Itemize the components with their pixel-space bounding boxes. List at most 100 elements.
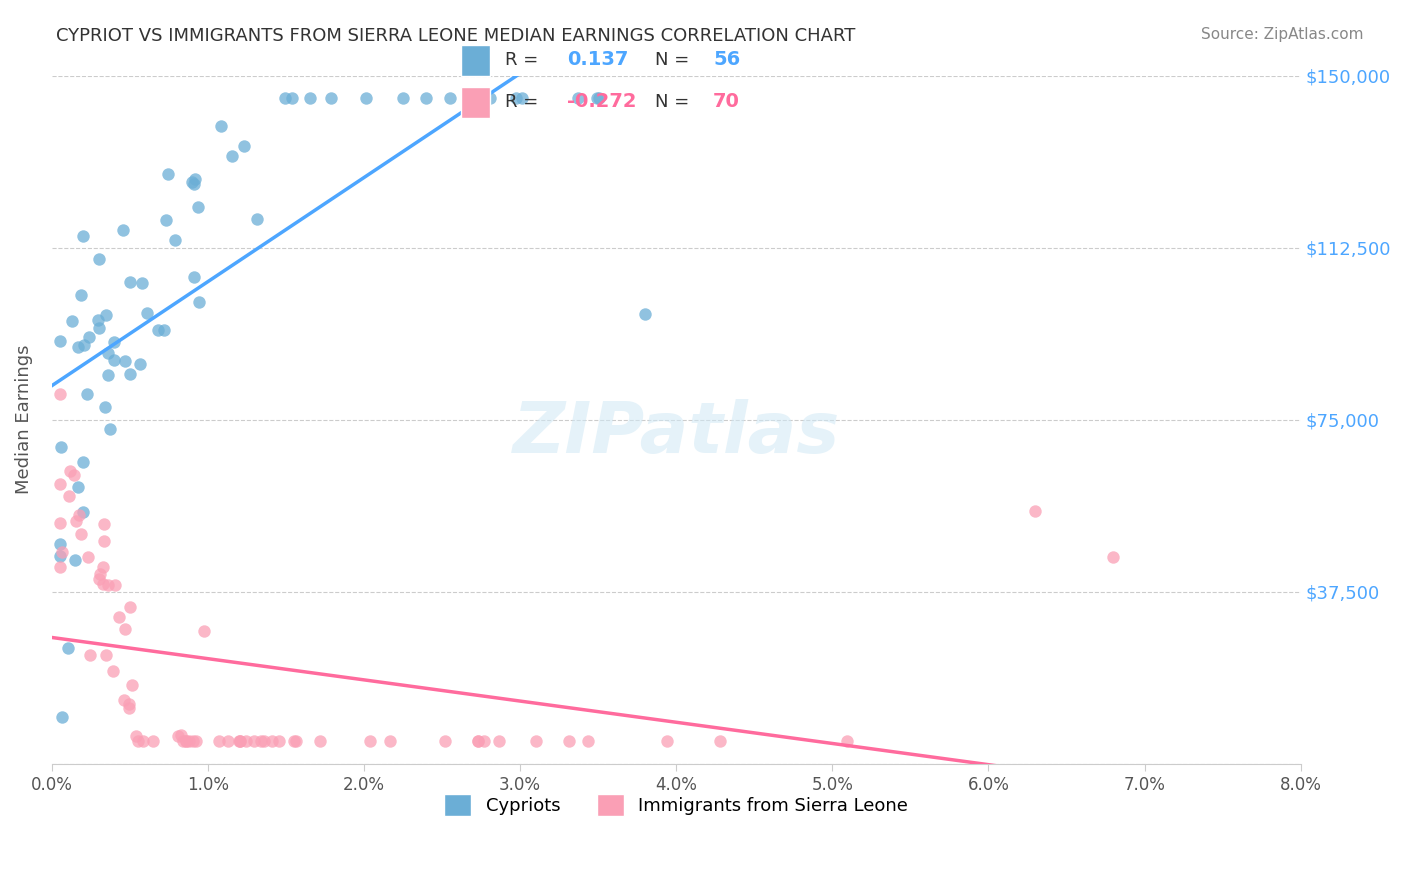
Point: [118, 367, 141, 381]
Point: [183, 269, 205, 284]
Point: [48, 386, 70, 401]
Text: CYPRIOT VS IMMIGRANTS FROM SIERRA LEONE MEDIAN EARNINGS CORRELATION CHART: CYPRIOT VS IMMIGRANTS FROM SIERRA LEONE …: [56, 27, 856, 45]
Point: [228, 734, 250, 748]
Point: [93, 534, 115, 549]
Point: [125, 729, 148, 743]
Point: [155, 212, 177, 227]
Point: [58, 489, 80, 503]
Point: [63, 468, 86, 483]
Point: [235, 734, 257, 748]
Point: [118, 701, 141, 715]
Point: [510, 91, 533, 105]
Point: [433, 734, 456, 748]
Point: [131, 276, 153, 290]
Point: [98, 422, 121, 436]
Point: [249, 734, 271, 748]
Text: N =: N =: [655, 51, 689, 69]
Point: [67, 480, 90, 494]
Point: [148, 323, 170, 337]
Point: [187, 200, 209, 214]
Point: [156, 167, 179, 181]
Point: [93, 516, 115, 531]
Point: [221, 148, 243, 162]
Bar: [461, 45, 491, 76]
Point: [73, 337, 96, 351]
Point: [184, 734, 207, 748]
Point: [246, 212, 269, 227]
Text: R =: R =: [505, 93, 538, 111]
Point: [467, 734, 489, 748]
Point: [121, 678, 143, 692]
Point: [260, 734, 283, 748]
Point: [70, 527, 93, 541]
Bar: [461, 87, 491, 118]
Point: [283, 734, 305, 748]
Point: [107, 610, 129, 624]
Point: [177, 734, 200, 748]
Point: [228, 734, 250, 748]
Legend: Cypriots, Immigrants from Sierra Leone: Cypriots, Immigrants from Sierra Leone: [437, 787, 915, 823]
Point: [91, 559, 114, 574]
Point: [467, 734, 489, 748]
Point: [72, 505, 94, 519]
Point: [835, 734, 858, 748]
Point: [94, 308, 117, 322]
Point: [65, 514, 87, 528]
Point: [165, 233, 187, 247]
Point: [709, 734, 731, 748]
Point: [63, 553, 86, 567]
Point: [135, 306, 157, 320]
Point: [76, 549, 98, 564]
Point: [153, 323, 176, 337]
Point: [298, 91, 321, 105]
Text: 56: 56: [713, 50, 741, 70]
Point: [97, 368, 120, 382]
Text: 70: 70: [713, 92, 740, 112]
Point: [114, 353, 136, 368]
Point: [56, 640, 79, 655]
Point: [59, 464, 82, 478]
Point: [183, 177, 205, 191]
Point: [576, 734, 599, 748]
Point: [217, 734, 239, 748]
Text: Source: ZipAtlas.com: Source: ZipAtlas.com: [1201, 27, 1364, 42]
Point: [1024, 504, 1046, 518]
Point: [181, 734, 204, 748]
Point: [142, 734, 165, 748]
Point: [180, 175, 202, 189]
Point: [505, 91, 527, 105]
Point: [118, 600, 141, 615]
Point: [132, 734, 155, 748]
Point: [76, 387, 98, 401]
Point: [77, 330, 100, 344]
Point: [184, 172, 207, 186]
Point: [253, 734, 276, 748]
Point: [586, 91, 609, 105]
Point: [439, 91, 461, 105]
Point: [524, 734, 547, 748]
Point: [48, 516, 70, 530]
Point: [103, 577, 125, 591]
Point: [48, 537, 70, 551]
Point: [112, 692, 135, 706]
Text: 0.137: 0.137: [567, 50, 628, 70]
Point: [229, 734, 252, 748]
Point: [111, 223, 134, 237]
Point: [97, 346, 120, 360]
Point: [378, 734, 401, 748]
Point: [273, 91, 295, 105]
Point: [89, 566, 111, 581]
Point: [478, 91, 501, 105]
Point: [319, 91, 342, 105]
Point: [567, 91, 589, 105]
Y-axis label: Median Earnings: Median Earnings: [15, 345, 32, 494]
Point: [91, 576, 114, 591]
Point: [87, 573, 110, 587]
Point: [48, 559, 70, 574]
Point: [269, 734, 291, 748]
Point: [359, 734, 381, 748]
Text: N =: N =: [655, 93, 689, 111]
Point: [87, 252, 110, 266]
Point: [472, 734, 495, 748]
Point: [392, 91, 415, 105]
